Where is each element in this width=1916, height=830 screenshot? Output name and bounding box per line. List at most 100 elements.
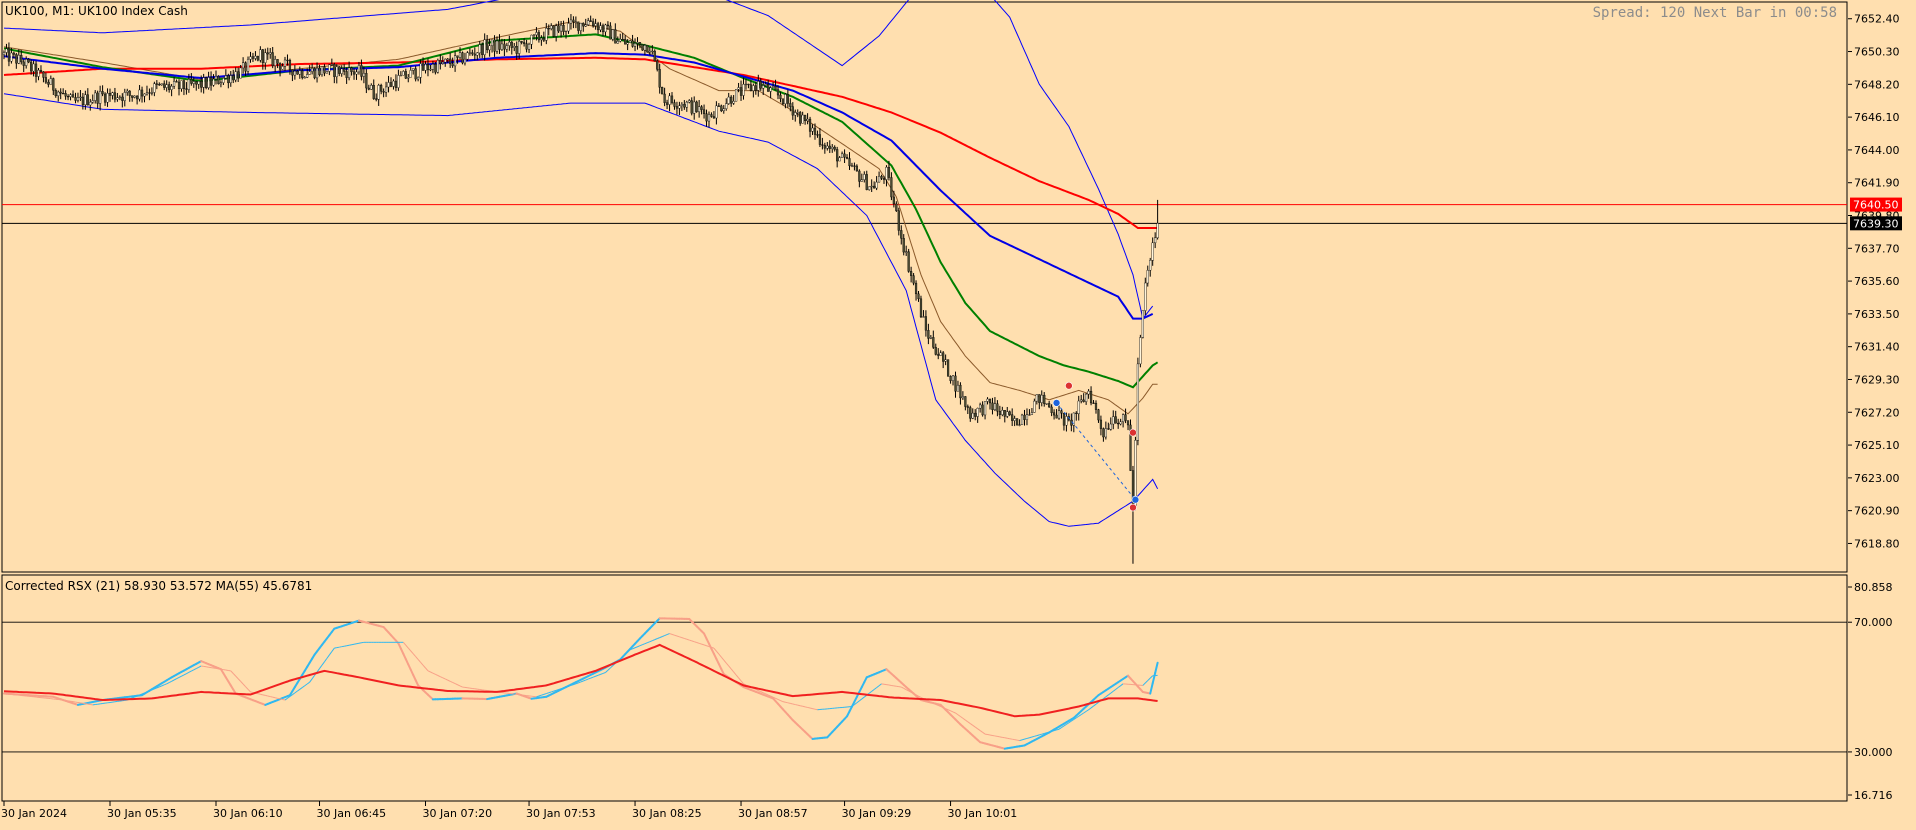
candle (642, 44, 644, 51)
signal-marker (1132, 496, 1139, 503)
candle (903, 234, 905, 255)
candle (891, 172, 893, 200)
rsx-signal-dashed-line (233, 673, 235, 676)
candle (950, 375, 952, 383)
rsx-signal-dashed-line (248, 689, 250, 692)
rsx-signal-dashed-line (674, 635, 676, 636)
rsx-signal-dashed-line (1081, 713, 1083, 715)
rsx-signal-dashed-line (549, 692, 551, 693)
candle (1063, 413, 1065, 431)
candle (395, 74, 397, 91)
rsx-signal-dashed-line (1086, 710, 1088, 712)
time-axis-label: 30 Jan 05:35 (107, 807, 177, 820)
candle (1139, 335, 1141, 367)
rsx-signal-dashed-line (270, 697, 272, 698)
candle (75, 93, 77, 103)
candle (156, 80, 158, 89)
rsx-signal-dashed-line (236, 676, 238, 679)
candle (195, 81, 197, 91)
time-axis-label: 30 Jan 08:25 (632, 807, 702, 820)
rsx-signal-dashed-line (776, 698, 778, 699)
candle (708, 111, 710, 127)
rsx-signal-dashed-line (721, 657, 723, 660)
candle (545, 23, 547, 44)
candle (1093, 400, 1095, 404)
candle (70, 93, 72, 100)
candle (491, 40, 493, 53)
rsx-signal-dashed-line (1034, 736, 1036, 737)
candle (1046, 403, 1048, 404)
rsx-signal-dashed-line (955, 713, 957, 715)
price-axis-label: 7635.60 (1854, 275, 1900, 288)
rsx-main-line (1153, 673, 1155, 683)
candle (407, 74, 409, 82)
candle (220, 80, 222, 87)
candle (1122, 413, 1124, 427)
candle (341, 65, 343, 76)
price-axis-label: 7641.90 (1854, 177, 1900, 190)
rsx-signal-dashed-line (904, 688, 906, 689)
rsx-signal-dashed-line (433, 673, 435, 674)
rsx-signal-dashed-line (707, 646, 709, 647)
candle (1100, 416, 1102, 436)
rsx-signal-dashed-line (273, 697, 275, 698)
candle (787, 90, 789, 108)
rsx-signal-dashed-line (699, 643, 701, 644)
candle (153, 82, 155, 96)
price-panel-frame (2, 2, 1847, 572)
candle (696, 101, 698, 113)
rsx-signal-dashed-line (682, 638, 684, 639)
rsx-signal-dashed-line (714, 648, 716, 651)
candle (314, 67, 316, 79)
rsx-signal-dashed-line (1113, 689, 1115, 691)
candle (356, 69, 358, 80)
candle (740, 81, 742, 101)
candle (836, 147, 838, 167)
candle (80, 90, 82, 101)
candle (612, 29, 614, 41)
rsx-signal-dashed-line (167, 683, 169, 684)
candle (82, 93, 84, 110)
candle (437, 59, 439, 74)
rsx-signal-dashed-line (297, 689, 299, 691)
rsx-signal-dashed-line (869, 691, 871, 693)
candle (511, 41, 513, 55)
candle (1130, 419, 1132, 470)
rsx-signal-dashed-line (460, 686, 462, 687)
time-axis-label: 30 Jan 10:01 (948, 807, 1018, 820)
candle (861, 174, 863, 182)
candle (89, 99, 91, 111)
rsx-signal-dashed-line (278, 698, 280, 699)
candle (166, 80, 168, 91)
rsx-signal-dashed-line (329, 652, 331, 655)
candle (77, 93, 79, 103)
candle (925, 310, 927, 336)
rsx-signal-dashed-line (455, 684, 457, 685)
candle (1053, 409, 1055, 419)
candle (881, 175, 883, 180)
candle (1147, 266, 1149, 287)
candle (1078, 396, 1080, 421)
rsx-signal-dashed-line (1108, 693, 1110, 695)
candle (797, 109, 799, 117)
rsx-signal-dashed-line (1052, 731, 1054, 732)
rsx-signal-dashed-line (440, 677, 442, 678)
candle (1102, 428, 1104, 442)
rsx-signal-dashed-line (808, 707, 810, 708)
rsx-signal-dashed-line (702, 644, 704, 645)
rsx-signal-dashed-line (665, 635, 667, 636)
candle (1036, 394, 1038, 404)
candle (484, 33, 486, 60)
price-chart-title: UK100, M1: UK100 Index Cash (5, 4, 188, 18)
candle (1009, 411, 1011, 417)
candle (629, 40, 631, 43)
rsx-signal-dashed-line (859, 699, 861, 701)
rsx-signal-dashed-line (453, 682, 455, 683)
candle (67, 94, 69, 100)
candle (967, 405, 969, 414)
candle (1157, 200, 1159, 240)
candle (178, 79, 180, 95)
rsx-signal-dashed-line (443, 678, 445, 679)
candle (770, 86, 772, 98)
